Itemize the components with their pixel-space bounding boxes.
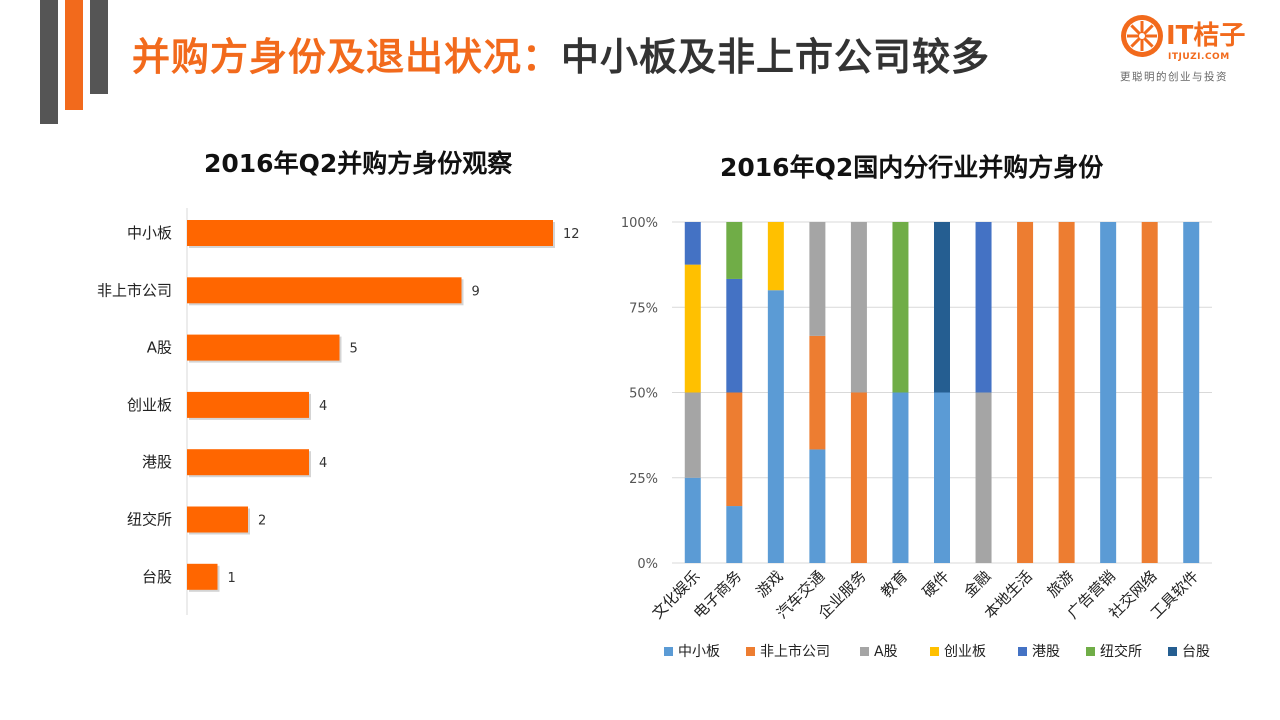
- chart1-category-label: 港股: [142, 453, 172, 471]
- chart2-segment-1-1: [726, 392, 743, 507]
- chart2-category-label: 游戏: [753, 567, 787, 601]
- itjuzi-logo: IT桔子 ITJUZI.COM 更聪明的创业与投资: [1120, 15, 1245, 83]
- chart2-legend-label: 中小板: [678, 644, 720, 660]
- chart2-segment-5-0: [892, 392, 909, 563]
- chart2-segment-11-1: [1141, 222, 1158, 563]
- chart2-legend-label: 创业板: [944, 644, 986, 660]
- decor-bar-gray-right: [90, 0, 108, 94]
- chart2-legend-swatch: [664, 647, 673, 656]
- logo-url: ITJUZI.COM: [1168, 52, 1230, 62]
- chart2-category-label: 金融: [960, 567, 994, 601]
- chart2-category-label: 旅游: [1043, 567, 1077, 601]
- chart2-y-tick-label: 25%: [629, 472, 658, 487]
- chart2-segment-1-4: [726, 278, 743, 393]
- chart2-segment-10-0: [1100, 222, 1117, 563]
- page-title: 并购方身份及退出状况：中小板及非上市公司较多: [132, 26, 990, 81]
- chart2-segment-1-5: [726, 222, 743, 279]
- chart1-title: 2016年Q2并购方身份观察: [204, 149, 513, 178]
- chart2-segment-0-0: [684, 477, 701, 563]
- chart2-segment-3-0: [809, 449, 826, 563]
- chart2-segment-5-5: [892, 222, 909, 393]
- page-title-rest: 中小板及非上市公司较多: [561, 35, 991, 79]
- orange-slice-icon: [1121, 15, 1163, 57]
- chart2-y-tick-label: 0%: [637, 557, 658, 572]
- chart2-legend-label: 港股: [1032, 644, 1060, 660]
- chart1-bar-0: [187, 220, 553, 246]
- chart2-segment-3-2: [809, 222, 826, 336]
- chart2-segment-8-1: [1017, 222, 1034, 563]
- chart2-segment-12-0: [1183, 222, 1200, 563]
- chart1-category-label: 纽交所: [127, 511, 172, 529]
- chart2-legend-swatch: [746, 647, 755, 656]
- chart1-value-label: 4: [319, 399, 327, 414]
- chart1-value-label: 4: [319, 456, 327, 471]
- chart2-segment-7-4: [975, 222, 992, 393]
- chart2-category-label: 硬件: [919, 567, 953, 601]
- chart1-bar-4: [187, 449, 309, 476]
- chart2-y-tick-label: 100%: [621, 216, 658, 231]
- chart1-value-label: 2: [258, 514, 266, 529]
- chart1-value-label: 12: [563, 227, 580, 242]
- chart2-segment-6-0: [934, 392, 950, 563]
- chart2-segment-3-1: [809, 335, 826, 450]
- chart1-bar-3: [187, 391, 309, 418]
- chart1-bar-2: [187, 334, 340, 361]
- chart2-segment-2-0: [767, 290, 784, 563]
- chart2-segment-0-3: [684, 264, 701, 393]
- chart2-legend-swatch: [860, 647, 869, 656]
- chart1-category-label: 创业板: [127, 396, 172, 414]
- chart2-legend-swatch: [1018, 647, 1027, 656]
- chart1-category-label: 台股: [142, 568, 172, 586]
- logo-slogan: 更聪明的创业与投资: [1120, 70, 1228, 83]
- chart2-y-tick-label: 50%: [629, 387, 658, 402]
- chart1-category-label: A股: [147, 339, 172, 357]
- chart1-bar-1: [187, 277, 462, 304]
- chart2-title: 2016年Q2国内分行业并购方身份: [720, 153, 1104, 182]
- chart1-value-label: 1: [228, 571, 236, 586]
- chart2-legend-label: 台股: [1182, 644, 1210, 660]
- logo-brand: IT桔子: [1166, 21, 1245, 51]
- chart2-segment-9-1: [1058, 222, 1075, 563]
- chart2-legend-swatch: [1168, 647, 1177, 656]
- chart1-category-label: 中小板: [127, 224, 172, 242]
- chart2-legend-label: 非上市公司: [760, 643, 830, 660]
- page-title-highlight: 并购方身份及退出状况：: [132, 35, 562, 79]
- decor-bar-gray-left: [40, 0, 58, 124]
- chart1-value-label: 9: [472, 284, 480, 299]
- chart1-value-label: 5: [350, 342, 358, 357]
- chart2-segment-0-2: [684, 392, 701, 478]
- chart2-segment-4-1: [850, 392, 867, 563]
- chart2-segment-1-0: [726, 506, 743, 563]
- chart1-horizontal-bar: 中小板 12 非上市公司 9 A股 5 创业板 4 港股 4 纽交所 2 台股 1: [97, 208, 580, 615]
- chart1-bar-5: [187, 506, 248, 533]
- decor-bar-orange: [65, 0, 83, 110]
- chart2-y-tick-label: 75%: [629, 301, 658, 316]
- chart2-segment-6-6: [934, 222, 950, 393]
- chart1-bar-6: [187, 563, 218, 590]
- chart2-category-label: 教育: [877, 567, 911, 601]
- chart2-segment-4-2: [850, 222, 867, 393]
- chart2-legend-label: 纽交所: [1100, 643, 1142, 660]
- chart2-segment-0-4: [684, 222, 701, 265]
- chart2-segment-2-3: [767, 222, 784, 291]
- chart2-legend-label: A股: [874, 644, 898, 660]
- chart2-legend-swatch: [930, 647, 939, 656]
- chart1-category-label: 非上市公司: [97, 281, 172, 299]
- chart2-segment-7-2: [975, 392, 992, 563]
- chart2-legend-swatch: [1086, 647, 1095, 656]
